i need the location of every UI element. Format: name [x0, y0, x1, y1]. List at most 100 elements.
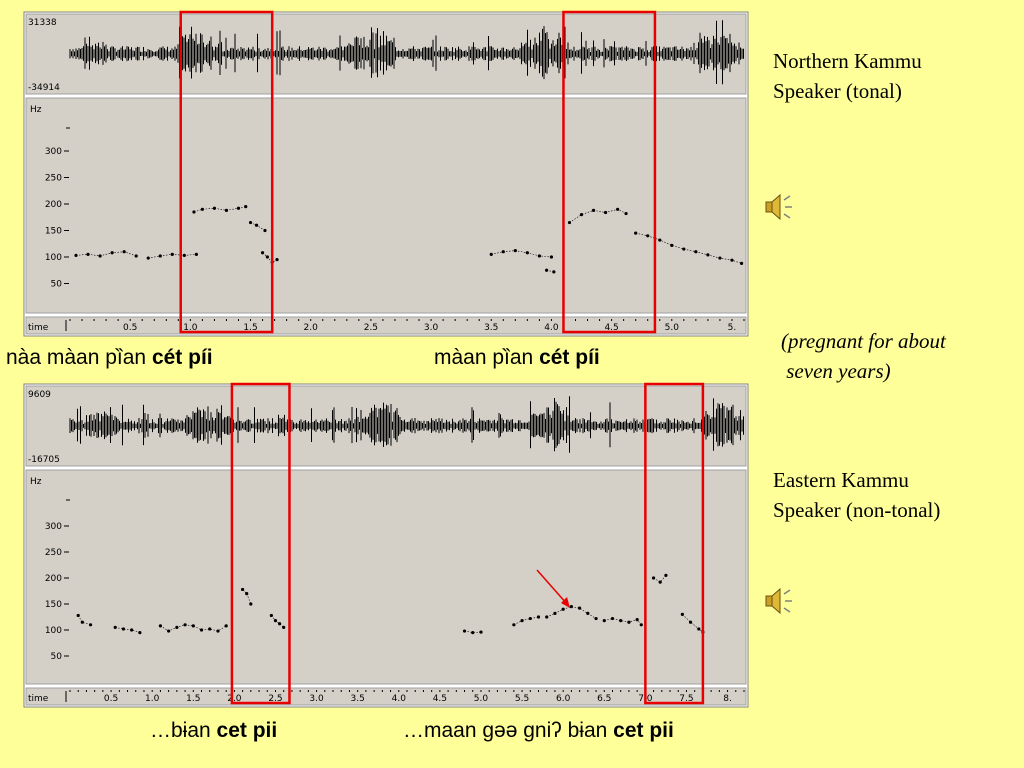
x-tick-label: 4.5 — [604, 323, 618, 333]
speaker-icon[interactable] — [760, 190, 796, 224]
pitch-point — [80, 620, 84, 624]
x-tick-label: 0.5 — [104, 694, 118, 704]
pitch-point — [260, 251, 265, 255]
eastern-speaker-label: Eastern Kammu Speaker (non-tonal) — [773, 465, 940, 525]
pitch-point — [528, 616, 532, 621]
y-tick-label: 300 — [45, 147, 62, 157]
caption-text: …maan gəə gniʔ bɨan — [403, 719, 614, 742]
pitch-contour — [160, 624, 227, 632]
pitch-point — [680, 612, 684, 617]
pitch-contour — [682, 614, 704, 633]
northern-speaker-label: Northern Kammu Speaker (tonal) — [773, 46, 922, 106]
northern-caption-1: nàa màan pȉan cét píi — [6, 346, 213, 370]
pitch-point — [208, 627, 212, 631]
x-tick-label: 5.5 — [515, 694, 529, 704]
y-tick-label: 200 — [45, 200, 62, 210]
pitch-contour — [546, 270, 554, 273]
northern-label-line1: Northern Kammu — [773, 49, 922, 73]
y-axis-label: Hz — [30, 477, 42, 487]
caption-text: màan pȉan — [434, 346, 540, 369]
x-tick-label: 2.0 — [227, 694, 242, 704]
x-axis-label: time — [28, 323, 49, 333]
pitch-contour — [75, 251, 137, 257]
waveform-max-label: 31338 — [28, 18, 57, 28]
highlight-box — [562, 10, 657, 334]
pitch-contour — [262, 252, 278, 263]
y-tick-label: 150 — [45, 600, 62, 610]
x-tick-label: 2.5 — [268, 694, 282, 704]
x-tick-label: 5.0 — [474, 694, 489, 704]
x-tick-label: 7.5 — [679, 694, 693, 704]
pitch-point — [569, 605, 573, 609]
waveform-min-label: -16705 — [28, 455, 60, 465]
pitch-point — [479, 630, 483, 634]
waveform-trace — [69, 396, 744, 453]
pitch-point — [549, 255, 554, 259]
y-tick-label: 150 — [45, 227, 62, 237]
eastern-caption-1: …bɨan cet pii — [150, 719, 277, 743]
pitch-point — [88, 623, 93, 627]
pitch-point — [212, 206, 217, 210]
time-axis-pane — [25, 687, 747, 706]
pitch-point — [634, 231, 638, 235]
x-tick-label: 3.5 — [484, 323, 498, 333]
northern-label-line2: Speaker (tonal) — [773, 79, 902, 103]
y-tick-label: 250 — [45, 548, 62, 558]
speaker-icon[interactable] — [760, 584, 796, 618]
pitch-point — [552, 270, 556, 274]
x-tick-label: 5. — [728, 323, 737, 333]
note-line2: seven years) — [781, 359, 891, 383]
pitch-point — [191, 624, 195, 628]
pitch-contour — [604, 618, 642, 625]
x-tick-label: 1.5 — [186, 694, 200, 704]
caption-text: nàa màan pȉan — [6, 346, 152, 369]
pitch-point — [471, 631, 475, 635]
pitch-point — [130, 628, 134, 632]
pitch-point — [121, 627, 126, 631]
translation-note: (pregnant for about seven years) — [781, 326, 946, 386]
pitch-point — [249, 602, 253, 606]
pitch-pane — [25, 97, 747, 314]
x-tick-label: 3.0 — [424, 323, 439, 333]
pitch-contour — [491, 250, 552, 258]
pitch-point — [536, 615, 541, 619]
highlight-arrow-head — [561, 597, 570, 608]
pitch-point — [200, 207, 204, 211]
y-axis-label: Hz — [30, 105, 42, 115]
highlight-box — [644, 382, 705, 705]
waveform-trace — [69, 20, 744, 85]
pitch-contour — [271, 615, 284, 628]
pitch-point — [224, 624, 228, 628]
x-tick-label: 4.0 — [544, 323, 559, 333]
x-tick-label: 4.0 — [392, 694, 407, 704]
pitch-point — [594, 616, 598, 621]
y-tick-label: 50 — [51, 280, 63, 290]
eastern-caption-2: …maan gəə gniʔ bɨan cet pii — [403, 719, 674, 743]
pitch-contour — [242, 589, 252, 605]
x-tick-label: 8. — [723, 694, 732, 704]
highlight-arrow — [536, 569, 568, 605]
pitch-point — [512, 623, 516, 627]
pitch-point — [263, 228, 267, 233]
x-tick-label: 0.5 — [123, 323, 137, 333]
pitch-point — [192, 210, 196, 214]
x-tick-label: 3.5 — [351, 694, 365, 704]
y-tick-label: 100 — [45, 253, 62, 263]
highlight-box — [179, 10, 274, 334]
y-tick-label: 200 — [45, 574, 62, 584]
eastern-label-line1: Eastern Kammu — [773, 468, 909, 492]
x-tick-label: 2.5 — [364, 323, 378, 333]
x-tick-label: 6.0 — [556, 694, 571, 704]
x-axis-label: time — [28, 694, 49, 704]
y-tick-label: 50 — [51, 652, 63, 662]
pitch-point — [134, 254, 138, 258]
caption-target-word: cét píi — [151, 346, 213, 369]
x-tick-label: 5.0 — [665, 323, 680, 333]
pitch-point — [670, 243, 674, 247]
pitch-point — [739, 261, 744, 265]
pitch-point — [610, 616, 615, 621]
pitch-contour — [115, 627, 140, 633]
pitch-point — [682, 247, 686, 251]
eastern-speaker-chart: 9609 -16705 Hz 50 100 150 200 250 300 time 0.5 1.0 1… — [23, 382, 749, 708]
